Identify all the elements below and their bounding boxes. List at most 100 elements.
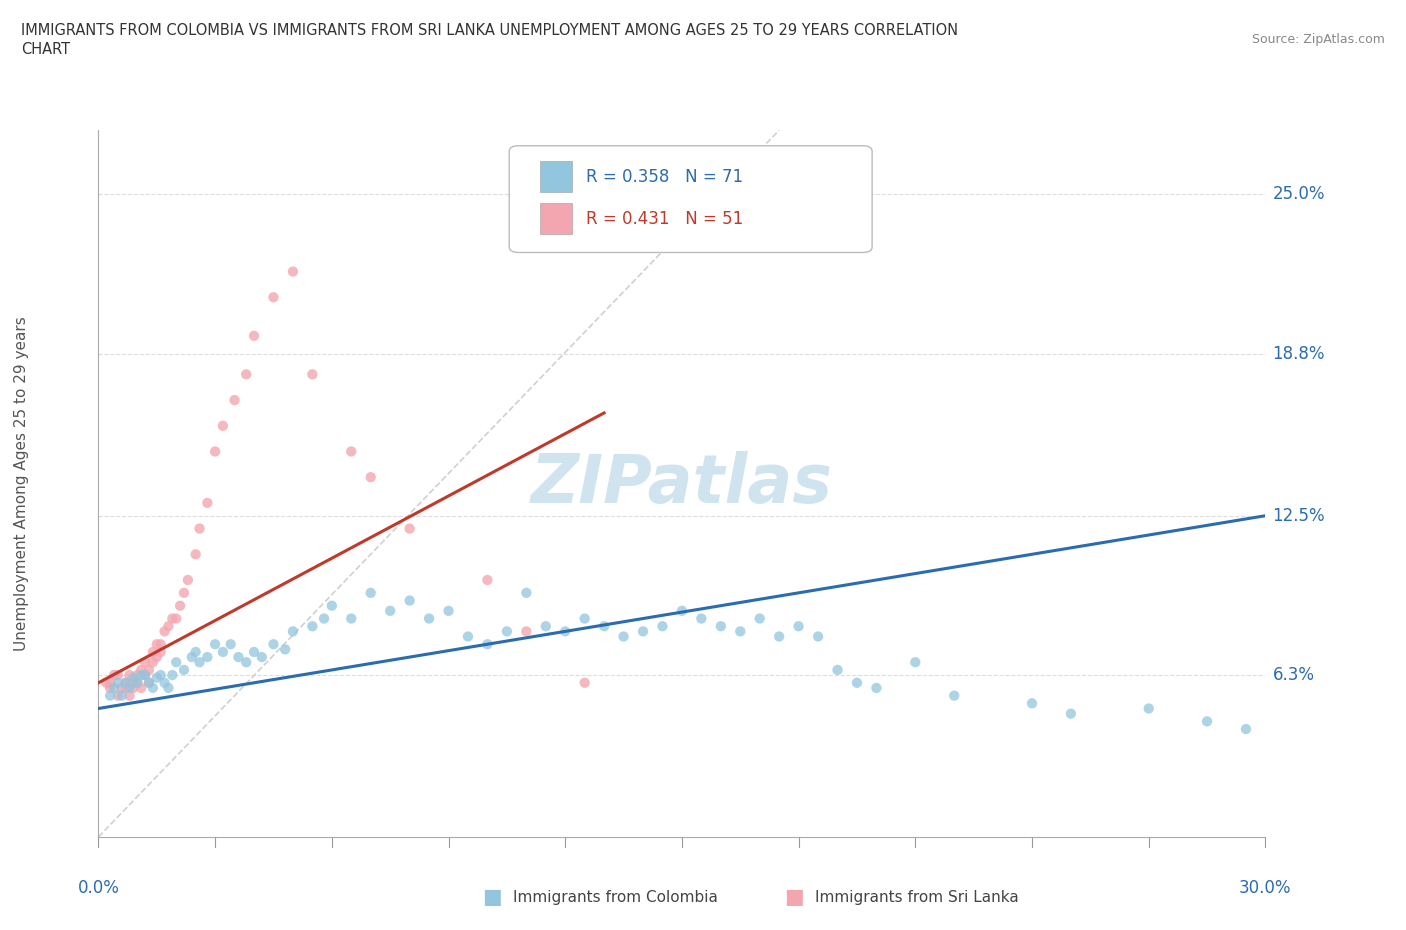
Point [127,668,149,683]
Point [398,593,420,608]
Point [195,496,218,511]
Point [149,668,172,683]
Point [1234,722,1257,737]
Point [157,618,180,633]
Point [169,598,191,613]
Point [204,444,226,458]
Point [243,644,266,659]
Point [235,367,257,382]
Point [114,681,136,696]
Point [103,681,125,696]
Point [122,671,145,685]
Point [477,573,499,588]
Point [943,688,966,703]
FancyBboxPatch shape [509,146,872,252]
Point [142,681,165,696]
Point [127,675,149,690]
Point [134,655,156,670]
Point [142,655,165,670]
Point [477,637,499,652]
Point [515,624,537,639]
Point [114,675,136,690]
Point [235,655,257,670]
Point [118,688,141,703]
Point [204,637,226,652]
Point [515,585,537,600]
Point [243,328,266,343]
Point [437,604,460,618]
Point [281,624,304,639]
Point [146,650,169,665]
Point [651,618,673,633]
Text: IMMIGRANTS FROM COLOMBIA VS IMMIGRANTS FROM SRI LANKA UNEMPLOYMENT AMONG AGES 25: IMMIGRANTS FROM COLOMBIA VS IMMIGRANTS F… [21,23,959,38]
Point [274,642,297,657]
Point [690,611,713,626]
Point [122,681,145,696]
Text: Source: ZipAtlas.com: Source: ZipAtlas.com [1251,33,1385,46]
Point [188,521,211,536]
Point [107,688,129,703]
Point [228,650,250,665]
Point [534,618,557,633]
Text: Immigrants from Colombia: Immigrants from Colombia [513,890,718,905]
Point [730,624,752,639]
Point [1137,701,1160,716]
Point [748,611,770,626]
Point [142,644,165,659]
Text: 12.5%: 12.5% [1272,507,1324,525]
Point [98,675,121,690]
Point [184,547,207,562]
Point [107,675,129,690]
FancyBboxPatch shape [540,161,572,193]
Point [127,675,149,690]
Point [224,392,246,407]
Point [165,611,187,626]
Point [129,668,152,683]
Point [146,671,169,685]
Point [111,688,134,703]
Text: Unemployment Among Ages 25 to 29 years: Unemployment Among Ages 25 to 29 years [14,316,28,651]
Point [153,675,176,690]
Text: 30.0%: 30.0% [1239,879,1292,897]
Point [262,637,284,652]
Point [162,611,184,626]
Point [301,367,323,382]
Point [787,618,810,633]
Text: Immigrants from Sri Lanka: Immigrants from Sri Lanka [815,890,1019,905]
Text: 0.0%: 0.0% [77,879,120,897]
Text: ZIPatlas: ZIPatlas [531,451,832,516]
Point [134,668,156,683]
Text: ■: ■ [482,887,502,908]
Point [129,662,152,677]
Point [114,675,136,690]
Point [631,624,654,639]
Point [554,624,576,639]
Point [103,668,125,683]
Point [149,637,172,652]
Point [153,624,176,639]
Point [149,644,172,659]
Point [173,585,195,600]
Point [250,650,273,665]
Text: R = 0.358   N = 71: R = 0.358 N = 71 [586,167,744,185]
Point [212,644,235,659]
Point [321,598,343,613]
Point [1060,706,1083,721]
Point [98,688,121,703]
Point [340,611,363,626]
Point [129,681,152,696]
Point [418,611,440,626]
Point [107,668,129,683]
Point [301,618,323,633]
Point [360,585,382,600]
Point [184,644,207,659]
Point [146,637,169,652]
Point [1021,696,1043,711]
Point [138,662,160,677]
Point [378,604,402,618]
Point [157,681,180,696]
Text: 6.3%: 6.3% [1272,666,1315,684]
Text: ■: ■ [785,887,804,908]
Point [118,668,141,683]
Point [212,418,235,433]
